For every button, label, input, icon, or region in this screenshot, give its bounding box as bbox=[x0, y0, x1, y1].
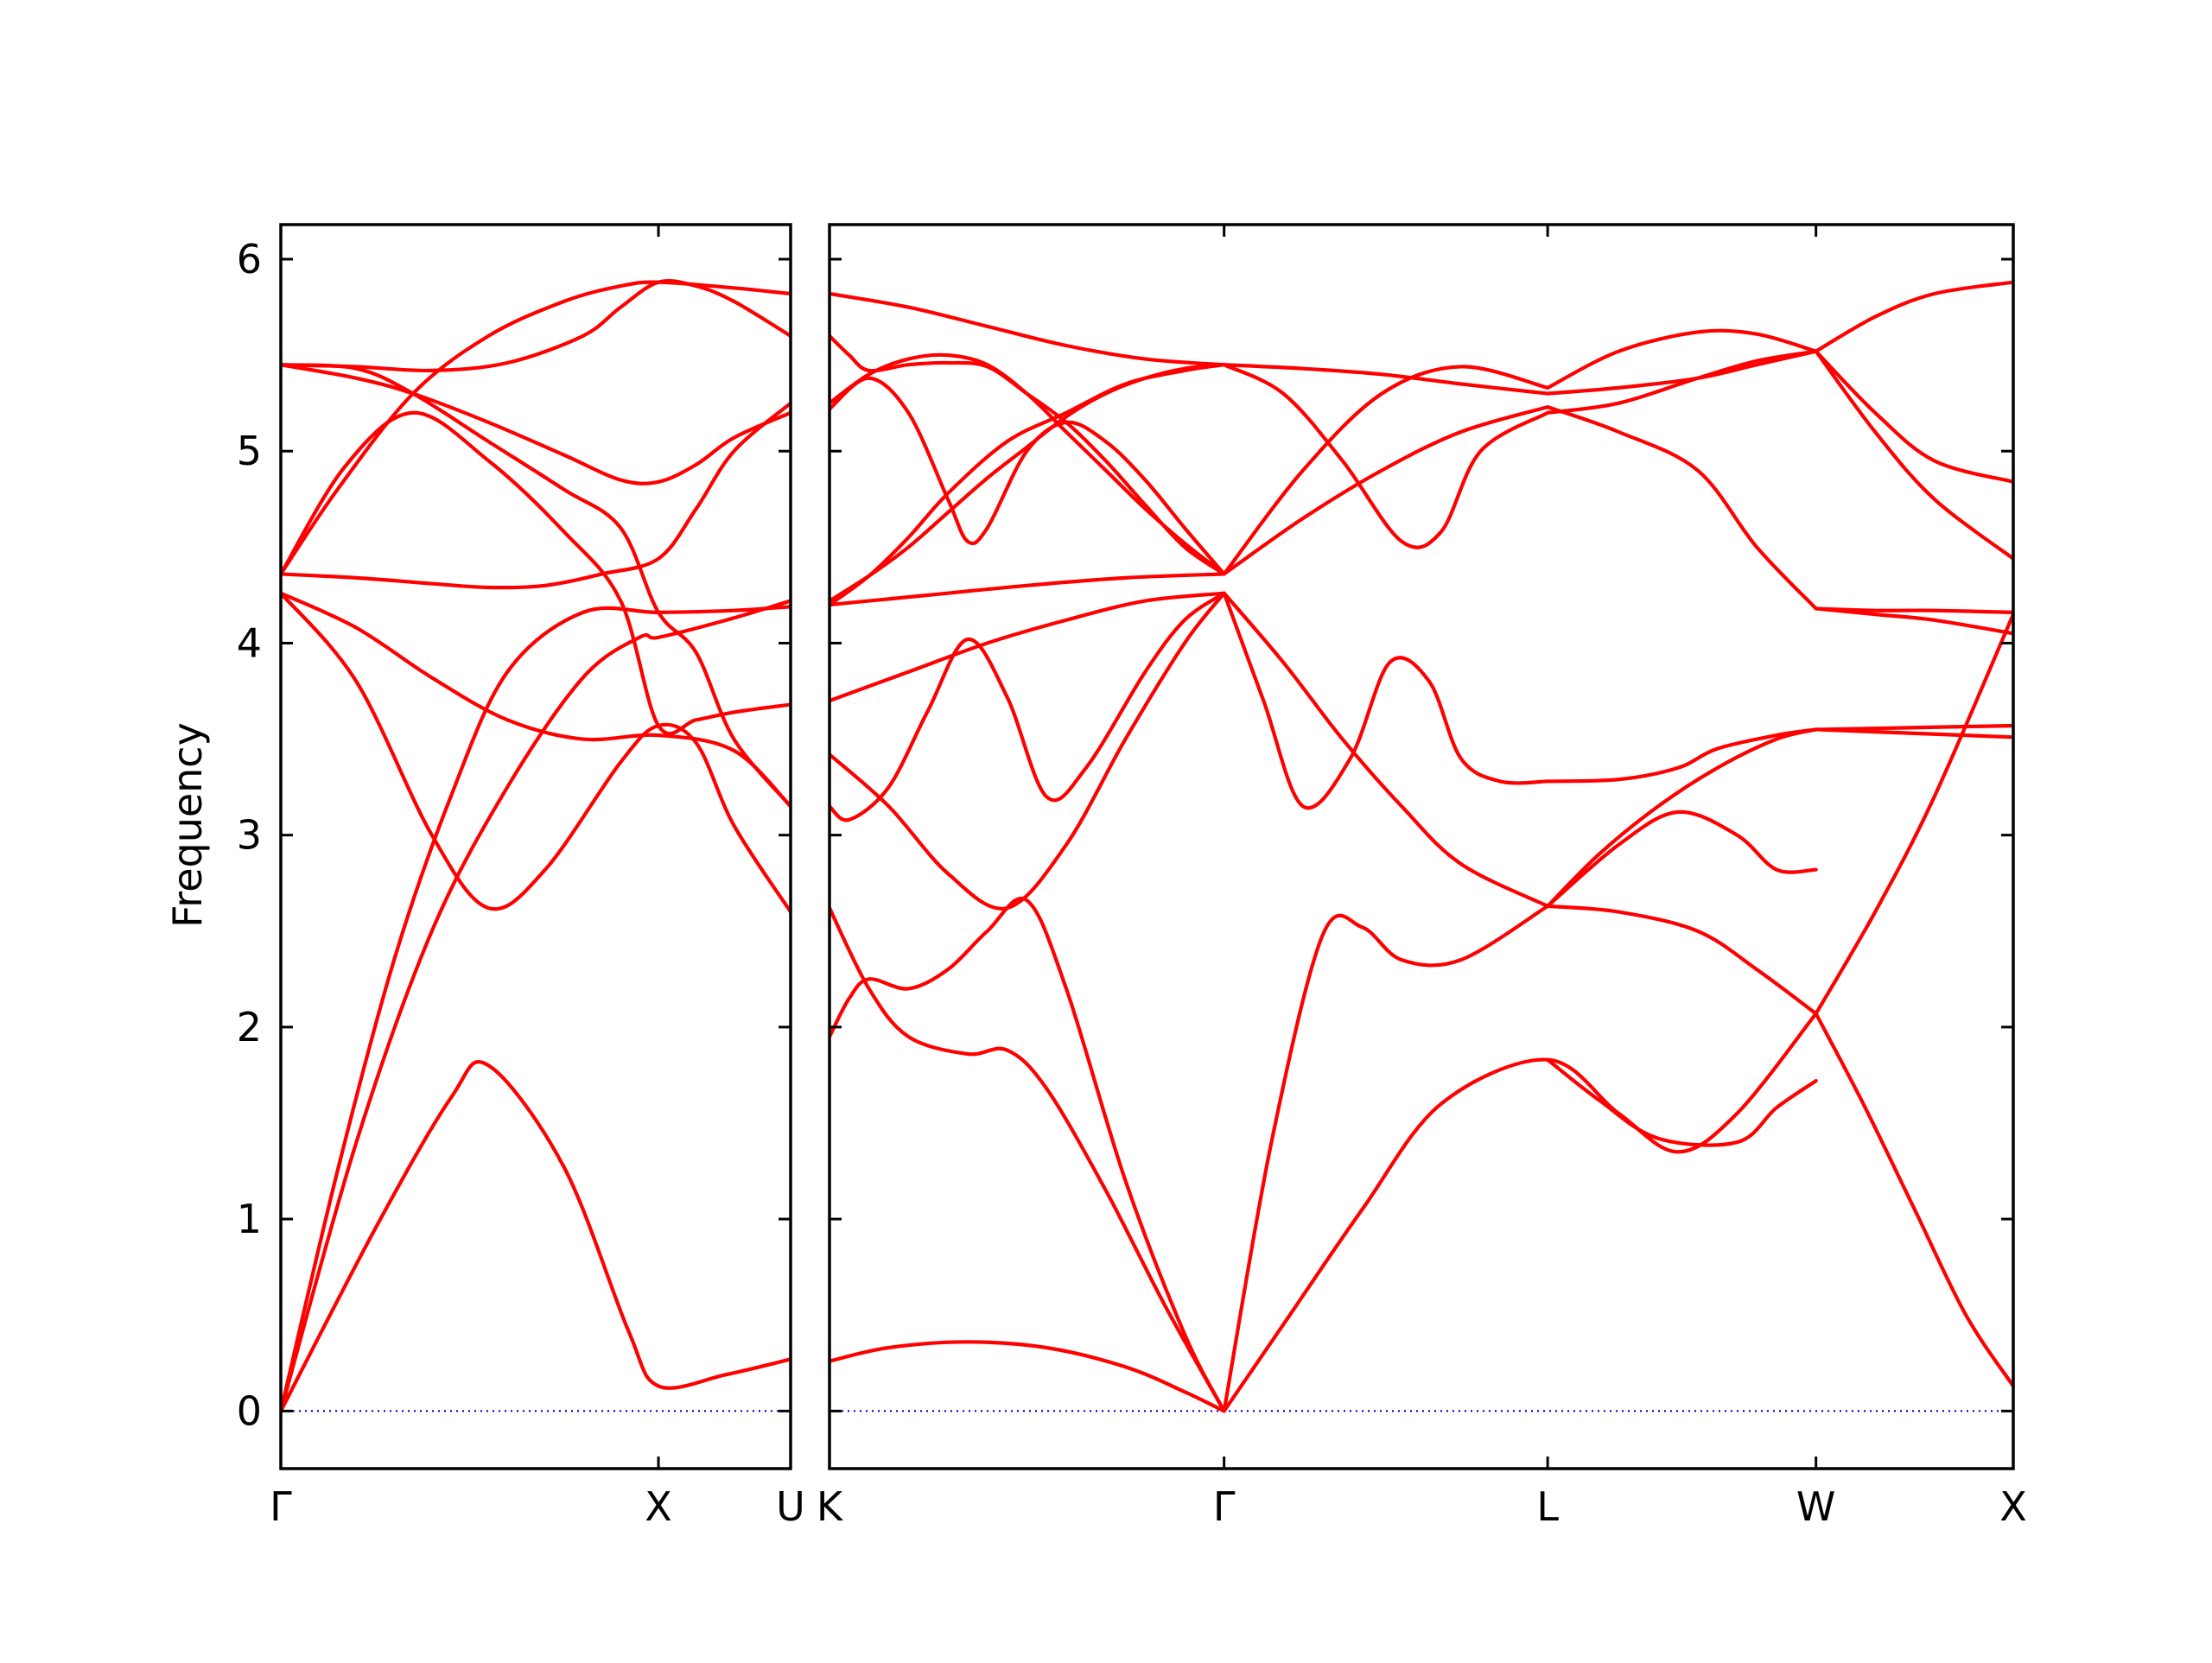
band-line-10 bbox=[281, 280, 791, 576]
band-line-18 bbox=[1814, 613, 2013, 1016]
band-line-33 bbox=[1546, 405, 1818, 611]
panel-frame bbox=[279, 223, 792, 1470]
band-line-8 bbox=[281, 363, 791, 809]
band-line-39 bbox=[1814, 349, 2013, 561]
band-line-7 bbox=[281, 410, 791, 736]
band-line-2 bbox=[830, 906, 1226, 1413]
y-tick-label: 3 bbox=[237, 812, 262, 859]
band-line-16 bbox=[1222, 904, 1550, 1413]
band-line-6 bbox=[830, 591, 1226, 703]
band-line-26 bbox=[1814, 727, 2013, 739]
band-line-15 bbox=[1546, 1057, 1818, 1147]
band-line-9 bbox=[281, 363, 791, 486]
band-line-34 bbox=[1546, 349, 1818, 415]
x-tick-label: Γ bbox=[270, 1483, 292, 1530]
band-line-11 bbox=[830, 333, 1226, 576]
x-tick-label: L bbox=[1536, 1483, 1559, 1530]
band-line-5 bbox=[281, 605, 791, 1413]
band-line-4 bbox=[281, 591, 791, 809]
band-line-14 bbox=[1222, 1012, 1818, 1413]
band-line-22 bbox=[1546, 727, 1818, 784]
band-line-3 bbox=[281, 591, 791, 914]
band-group bbox=[830, 280, 2013, 1413]
band-line-23 bbox=[1546, 809, 1818, 908]
band-line-29 bbox=[1222, 405, 1550, 576]
y-tick-label: 4 bbox=[237, 619, 262, 666]
band-line-9 bbox=[830, 376, 1226, 576]
band-line-13 bbox=[830, 291, 1226, 367]
y-axis-label: Frequency bbox=[164, 722, 211, 928]
x-tick-label: U bbox=[776, 1483, 805, 1530]
band-line-19 bbox=[1814, 1012, 2013, 1388]
band-group bbox=[281, 279, 791, 1413]
band-line-1 bbox=[281, 1060, 791, 1413]
band-line-11 bbox=[281, 279, 791, 373]
band-line-37 bbox=[1814, 280, 2013, 353]
band-line-1 bbox=[830, 1340, 1226, 1413]
band-line-12 bbox=[830, 363, 1226, 607]
x-tick-label: X bbox=[645, 1483, 672, 1530]
band-line-31 bbox=[1546, 328, 1818, 390]
band-line-4 bbox=[830, 591, 1226, 911]
x-tick-label: Γ bbox=[1213, 1483, 1236, 1530]
y-tick-label: 6 bbox=[237, 236, 262, 282]
y-tick-label: 5 bbox=[237, 428, 262, 474]
y-tick-label: 1 bbox=[237, 1196, 262, 1242]
band-line-38 bbox=[1814, 349, 2013, 484]
band-line-7 bbox=[830, 572, 1226, 607]
band-line-30 bbox=[1222, 363, 1550, 396]
y-tick-label: 0 bbox=[237, 1387, 262, 1434]
band-line-24 bbox=[1546, 727, 1818, 908]
x-tick-label: X bbox=[1999, 1483, 2027, 1530]
band-line-20 bbox=[1222, 591, 1550, 908]
band-line-2 bbox=[281, 599, 791, 1413]
y-tick-label: 2 bbox=[237, 1004, 262, 1050]
band-line-27 bbox=[1222, 365, 1550, 576]
band-line-17 bbox=[1546, 904, 1818, 1016]
band-line-21 bbox=[1222, 591, 1550, 810]
band-line-36 bbox=[1814, 606, 2013, 636]
band-line-28 bbox=[1222, 363, 1550, 549]
panel-frame bbox=[828, 223, 2015, 1470]
band-line-3 bbox=[830, 896, 1226, 1413]
panel-1: 0 1 2 3 4 5 6 Γ X U bbox=[237, 223, 805, 1530]
band-line-5 bbox=[830, 591, 1226, 822]
x-tick-label: W bbox=[1796, 1483, 1835, 1530]
band-line-6 bbox=[281, 401, 791, 590]
x-tick-label: K bbox=[817, 1483, 844, 1530]
